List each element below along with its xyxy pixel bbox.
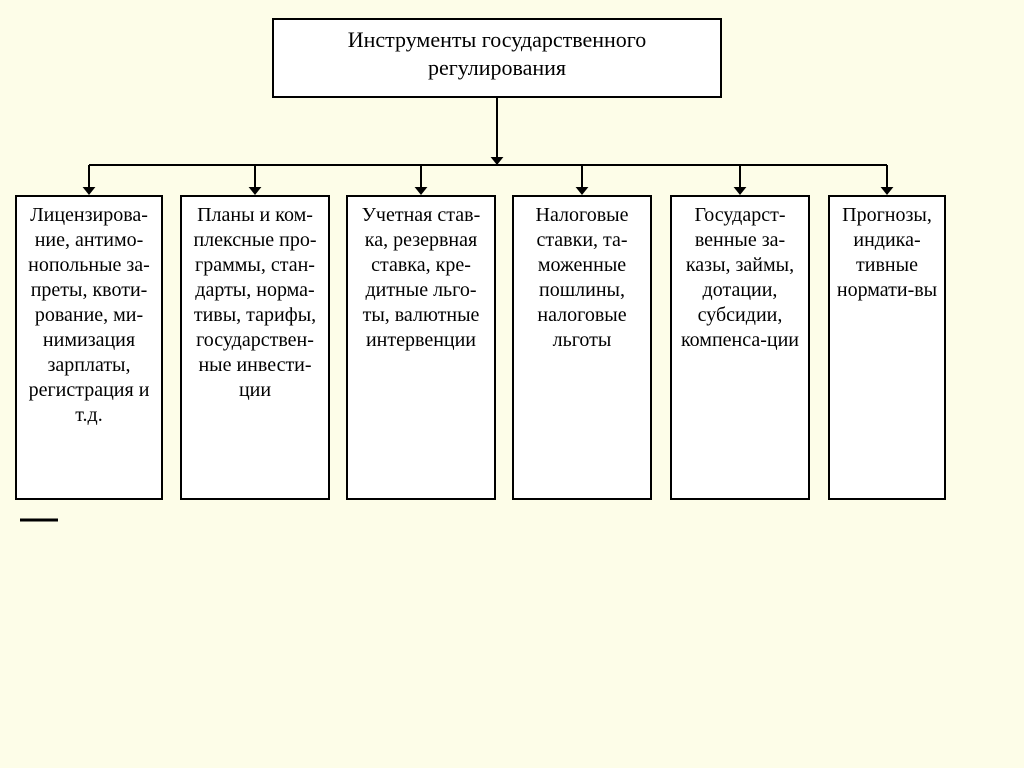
child-box-0-label: Лицензирова-ние, антимо-нопольные за-пре… <box>21 203 157 428</box>
child-box-2-label: Учетная став-ка, резервная ставка, кре-д… <box>352 203 490 353</box>
child-box-2: Учетная став-ка, резервная ставка, кре-д… <box>346 195 496 500</box>
root-box: Инструменты государственного регулирован… <box>272 18 722 98</box>
child-box-1: Планы и ком-плексные про-граммы, стан-да… <box>180 195 330 500</box>
child-box-4-label: Государст-венные за-казы, займы, дотации… <box>676 203 804 353</box>
diagram-canvas: Инструменты государственного регулирован… <box>0 0 1024 768</box>
child-box-1-label: Планы и ком-плексные про-граммы, стан-да… <box>186 203 324 403</box>
child-box-0: Лицензирова-ние, антимо-нопольные за-пре… <box>15 195 163 500</box>
child-box-4: Государст-венные за-казы, займы, дотации… <box>670 195 810 500</box>
child-box-5: Прогнозы, индика-тивные нормати-вы <box>828 195 946 500</box>
child-box-3: Налоговые ставки, та-моженные пошлины, н… <box>512 195 652 500</box>
child-box-5-label: Прогнозы, индика-тивные нормати-вы <box>834 203 940 303</box>
child-box-3-label: Налоговые ставки, та-моженные пошлины, н… <box>518 203 646 353</box>
root-box-label: Инструменты государственного регулирован… <box>278 26 716 81</box>
